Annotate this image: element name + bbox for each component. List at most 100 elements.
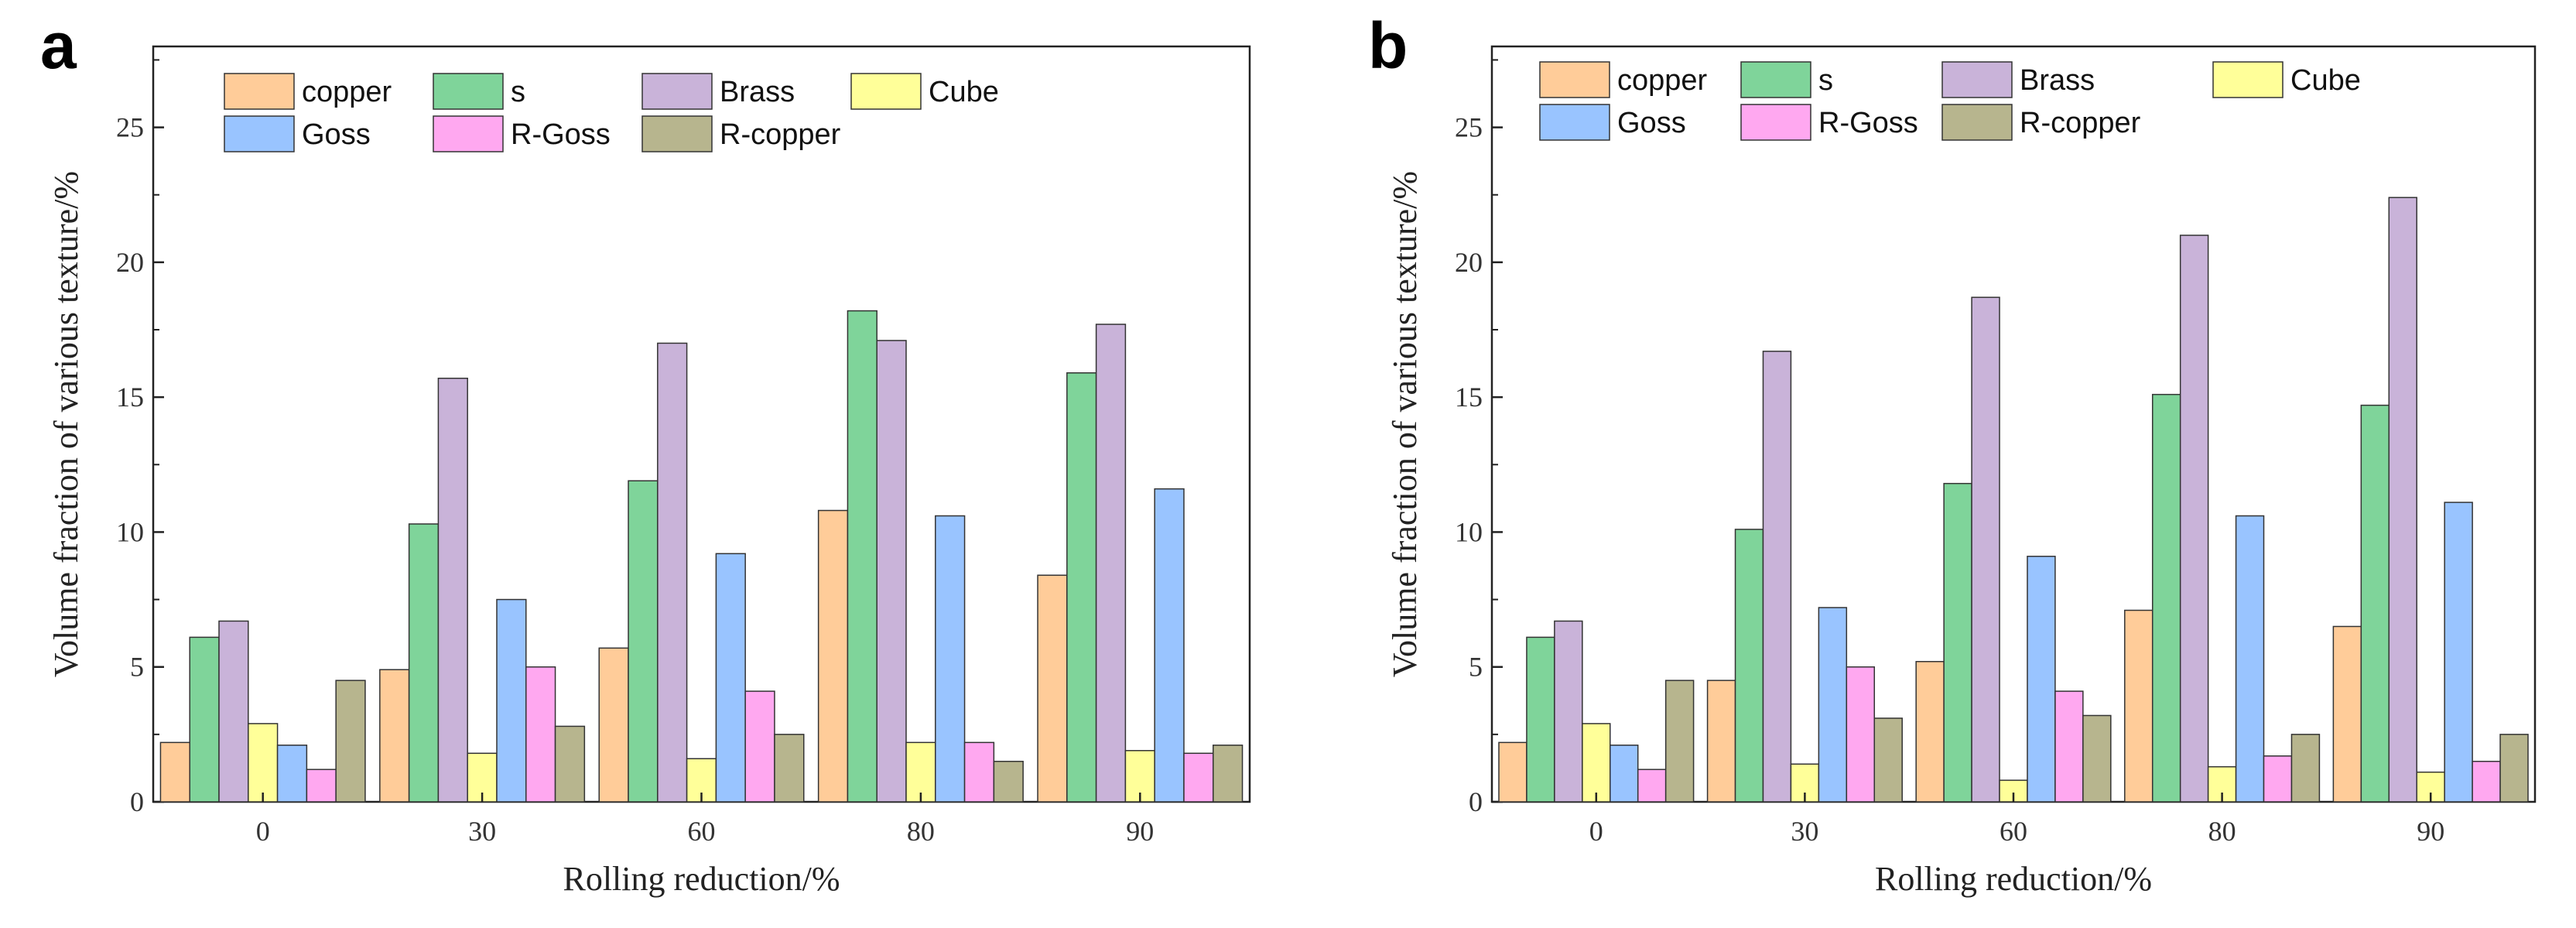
legend-swatch-cube [850,73,922,110]
legend-swatch-r-goss [433,115,504,152]
panel-b: b 0 5 10 15 20 25 0 30 60 80 90 Rolling reduction/% V… [1368,9,2537,898]
bar-goss-60 [715,553,746,803]
legend: copper s Brass Cube Goss R-Goss R-copper [1539,61,2361,141]
bar-goss-60 [2027,556,2056,803]
bar-brass-90 [2388,197,2417,803]
x-tick-label: 60 [2000,816,2027,847]
bar-r-copper-60 [774,734,805,803]
y-tick-label: 20 [1455,247,1483,278]
bar-r-goss-0 [1637,769,1667,803]
bar-r-goss-30 [1846,666,1876,803]
bar-copper-80 [817,509,849,803]
bar-r-goss-90 [2472,760,2501,803]
bar-s-30 [1734,529,1764,803]
legend-swatch-copper [1539,61,1610,98]
legend-swatch-r-goss [1740,104,1811,141]
bar-goss-0 [1610,745,1639,803]
bar-cube-0 [248,723,279,803]
bar-copper-0 [159,741,190,803]
bar-copper-30 [1706,680,1736,803]
x-tick-label: 90 [2417,816,2444,847]
y-tick-label: 0 [130,786,144,817]
panel-letter: b [1368,9,1408,82]
x-axis-label: Rolling reduction/% [563,860,840,898]
bar-r-goss-80 [963,741,995,803]
bar-r-goss-80 [2263,755,2293,803]
bar-copper-80 [2124,609,2154,803]
bar-goss-30 [1818,607,1848,803]
bar-r-goss-60 [744,690,775,803]
x-axis-label: Rolling reduction/% [1875,860,2152,898]
x-tick-label: 90 [1126,816,1154,847]
bar-cube-80 [905,741,936,803]
x-tick-label: 80 [2208,816,2236,847]
y-axis-label: Volume fraction of various texture/% [47,171,85,677]
legend-label-r-goss: R-Goss [1818,107,1918,139]
bar-brass-80 [2179,235,2209,803]
legend-swatch-brass [1941,61,2013,98]
bar-brass-60 [657,342,688,803]
legend-label-cube: Cube [929,76,999,108]
legend-swatch-r-copper [1941,104,2013,141]
bar-r-copper-60 [2082,714,2112,803]
legend-swatch-copper [224,73,295,110]
bar-s-30 [408,523,440,803]
legend-label-copper: copper [1617,64,1708,97]
bar-brass-30 [1762,351,1792,803]
bar-r-copper-90 [2499,734,2529,803]
bar-copper-30 [379,669,410,803]
bar-copper-90 [1037,574,1068,803]
bar-brass-90 [1095,324,1127,803]
bar-copper-0 [1498,741,1527,803]
bar-copper-60 [1915,660,1945,803]
legend-swatch-goss [224,115,295,152]
x-tick-label: 60 [688,816,716,847]
y-tick-label: 15 [1455,382,1483,413]
bar-brass-0 [1554,620,1583,803]
legend-label-goss: Goss [302,118,371,151]
bar-goss-90 [2444,502,2473,803]
x-tick-label: 0 [256,816,270,847]
bar-r-copper-80 [2290,734,2321,803]
legend: copper s Brass Cube Goss R-Goss R-copper [224,73,999,152]
bar-goss-80 [935,515,966,803]
x-tick-label: 30 [1791,816,1818,847]
legend-label-r-copper: R-copper [2020,107,2141,139]
bar-brass-60 [1971,296,2000,803]
bar-r-copper-90 [1213,745,1244,803]
bar-copper-60 [598,647,629,803]
y-tick-label: 15 [116,382,144,413]
legend-swatch-s [433,73,504,110]
y-tick-label: 0 [1469,786,1483,817]
x-tick-label: 0 [1589,816,1603,847]
bar-brass-80 [876,340,907,803]
bar-brass-30 [437,377,468,803]
x-tick-label: 80 [907,816,935,847]
legend-label-r-copper: R-copper [720,118,841,151]
legend-label-s: s [511,76,525,108]
bar-copper-90 [2332,625,2362,803]
legend-swatch-cube [2212,61,2284,98]
bar-r-copper-0 [335,680,366,803]
bar-r-copper-30 [554,725,586,803]
panel-a: a 0 5 10 15 20 25 0 30 60 80 90 Rolling reduction/% V… [40,9,1251,898]
bar-r-copper-30 [1873,717,1903,803]
bar-r-copper-0 [1664,680,1695,803]
legend-label-s: s [1818,64,1833,97]
bar-brass-0 [218,620,249,803]
bar-r-goss-30 [525,666,556,803]
bar-goss-30 [496,598,527,803]
y-tick-label: 20 [116,247,144,278]
legend-label-brass: Brass [2020,64,2095,97]
panel-letter: a [40,9,77,82]
bar-goss-80 [2235,515,2265,803]
y-tick-label: 10 [116,516,144,547]
bar-s-60 [628,480,659,803]
legend-label-r-goss: R-Goss [511,118,611,151]
bar-cube-0 [1582,723,1611,803]
legend-label-copper: copper [302,76,392,108]
x-tick-label: 30 [468,816,496,847]
legend-swatch-s [1740,61,1811,98]
y-tick-label: 25 [116,112,144,143]
bar-s-0 [1526,636,1555,803]
